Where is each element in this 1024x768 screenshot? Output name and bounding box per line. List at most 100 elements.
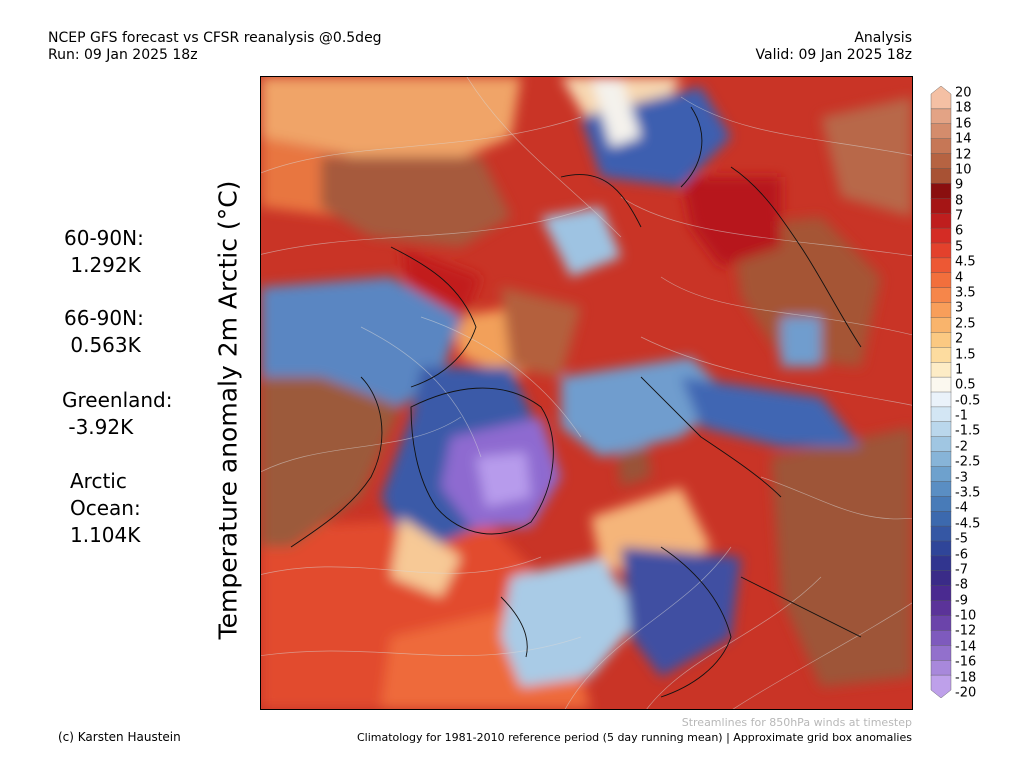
stat-66-90n-value: 0.563K: [70, 333, 141, 357]
stat-60-90n-label: 60-90N:: [64, 226, 144, 250]
colorbar-swatch: [930, 496, 952, 512]
colorbar-swatch: [930, 123, 952, 140]
colorbar-tick-label: 12: [955, 147, 972, 163]
colorbar-tick-label: 10: [955, 162, 972, 178]
colorbar-swatch: [930, 600, 952, 616]
stat-greenland-label: Greenland:: [62, 388, 173, 412]
colorbar-swatch: [930, 242, 952, 259]
colorbar-swatch: [930, 168, 952, 184]
coastlines: [290, 106, 862, 698]
colorbar-swatch: [930, 198, 952, 214]
colorbar-swatch: [930, 406, 952, 423]
colorbar-tick-label: -8: [955, 577, 968, 593]
colorbar-tick-label: -4: [955, 500, 968, 516]
colorbar-tick-label: -6: [955, 547, 968, 563]
colorbar-swatch: [930, 227, 952, 244]
colorbar-swatch: [930, 555, 952, 572]
colorbar-swatch: [930, 347, 952, 363]
stat-greenland: Greenland: -3.92K: [62, 387, 173, 441]
colorbar-tick-label: 8: [955, 193, 964, 209]
colorbar-swatch: [930, 674, 952, 698]
streamline-note: Streamlines for 850hPa winds at timestep: [681, 716, 912, 729]
colorbar-tick-label: -14: [955, 639, 977, 655]
colorbar-tick-label: -2: [955, 439, 968, 455]
colorbar-swatch: [930, 212, 952, 229]
anomaly-map-svg: [261, 77, 912, 709]
stat-greenland-value: -3.92K: [68, 415, 134, 439]
analysis-label: Analysis: [854, 30, 912, 46]
colorbar-tick-label: -4.5: [955, 516, 981, 532]
colorbar-tick-label: -1.5: [955, 423, 981, 439]
colorbar-tick-label: -1: [955, 408, 968, 424]
colorbar-tick-label: 16: [955, 116, 972, 132]
colorbar-swatch: [930, 451, 952, 468]
colorbar-tick-label: 2: [955, 331, 964, 347]
colorbar-tick-label: -20: [955, 685, 977, 701]
colorbar-swatch: [930, 511, 952, 527]
colorbar-tick-label: -5: [955, 531, 968, 547]
colorbar-tick-label: -2.5: [955, 454, 981, 470]
colorbar-swatch: [930, 317, 952, 333]
colorbar-tick-label: -12: [955, 623, 977, 639]
colorbar-tick-label: 2.5: [955, 316, 976, 332]
colorbar-swatch: [930, 272, 952, 289]
colorbar-tick-label: -3: [955, 470, 968, 486]
stat-60-90n-value: 1.292K: [70, 253, 141, 277]
colorbar-swatch: [930, 391, 952, 408]
stat-arctic-ocean-value: 1.104K: [70, 523, 141, 547]
colorbar-tick-label: 3: [955, 300, 964, 316]
stat-arctic-ocean-label-1: Arctic: [70, 469, 127, 493]
climatology-note: Climatology for 1981-2010 reference peri…: [356, 731, 912, 744]
colorbar-swatches: [930, 86, 952, 698]
colorbar: [930, 86, 952, 698]
colorbar-tick-label: 9: [955, 177, 964, 193]
colorbar-tick-label: -3.5: [955, 485, 981, 501]
colorbar-swatch: [930, 257, 952, 274]
colorbar-swatch: [930, 630, 952, 646]
colorbar-swatch: [930, 481, 952, 497]
colorbar-swatch: [930, 376, 952, 393]
colorbar-swatch: [930, 660, 952, 676]
colorbar-swatch: [930, 138, 952, 155]
run-time: Run: 09 Jan 2025 18z: [48, 47, 198, 63]
colorbar-tick-label: -10: [955, 608, 977, 624]
colorbar-swatch: [930, 86, 952, 110]
valid-time: Valid: 09 Jan 2025 18z: [755, 47, 912, 63]
stat-arctic-ocean: Arctic Ocean: 1.104K: [70, 468, 141, 549]
chart-title: NCEP GFS forecast vs CFSR reanalysis @0.…: [48, 30, 382, 46]
colorbar-tick-label: -7: [955, 562, 968, 578]
colorbar-tick-label: 5: [955, 239, 964, 255]
colorbar-tick-label: 4: [955, 270, 964, 286]
colorbar-labels: 20 18 16 14 12 10 9 8 7 6 5 4.5 4 3.5 3 2.5 2 1.5 1 0.5 -0.5…: [955, 87, 1015, 700]
colorbar-swatch: [930, 332, 952, 348]
colorbar-tick-label: -16: [955, 654, 977, 670]
colorbar-swatch: [930, 645, 952, 661]
colorbar-tick-label: 4.5: [955, 254, 976, 270]
colorbar-swatch: [930, 108, 952, 125]
colorbar-tick-label: 20: [955, 85, 972, 101]
colorbar-tick-label: -18: [955, 670, 977, 686]
map-axis-label: Temperature anomaly 2m Arctic (°C): [213, 180, 243, 640]
colorbar-swatch: [930, 183, 952, 199]
colorbar-tick-label: 14: [955, 131, 972, 147]
credit-text: (c) Karsten Haustein: [58, 730, 181, 744]
colorbar-tick-label: 3.5: [955, 285, 976, 301]
colorbar-tick-label: 6: [955, 223, 964, 239]
chart-header-right: Analysis Valid: 09 Jan 2025 18z: [756, 30, 912, 64]
stat-66-90n-label: 66-90N:: [64, 306, 144, 330]
colorbar-swatch: [930, 362, 952, 378]
stat-60-90n: 60-90N: 1.292K: [64, 225, 144, 279]
colorbar-swatch: [930, 436, 952, 453]
colorbar-swatch: [930, 540, 952, 557]
colorbar-swatch: [930, 421, 952, 438]
colorbar-swatch: [930, 466, 952, 482]
colorbar-tick-label: 1: [955, 362, 964, 378]
colorbar-swatch: [930, 525, 952, 542]
anomaly-fields: [261, 77, 912, 709]
chart-header-left: NCEP GFS forecast vs CFSR reanalysis @0.…: [48, 30, 382, 64]
colorbar-tick-label: 0.5: [955, 377, 976, 393]
colorbar-swatch: [930, 302, 952, 319]
anomaly-map: [260, 76, 913, 710]
colorbar-swatch: [930, 287, 952, 304]
stat-arctic-ocean-label-2: Ocean:: [70, 496, 141, 520]
